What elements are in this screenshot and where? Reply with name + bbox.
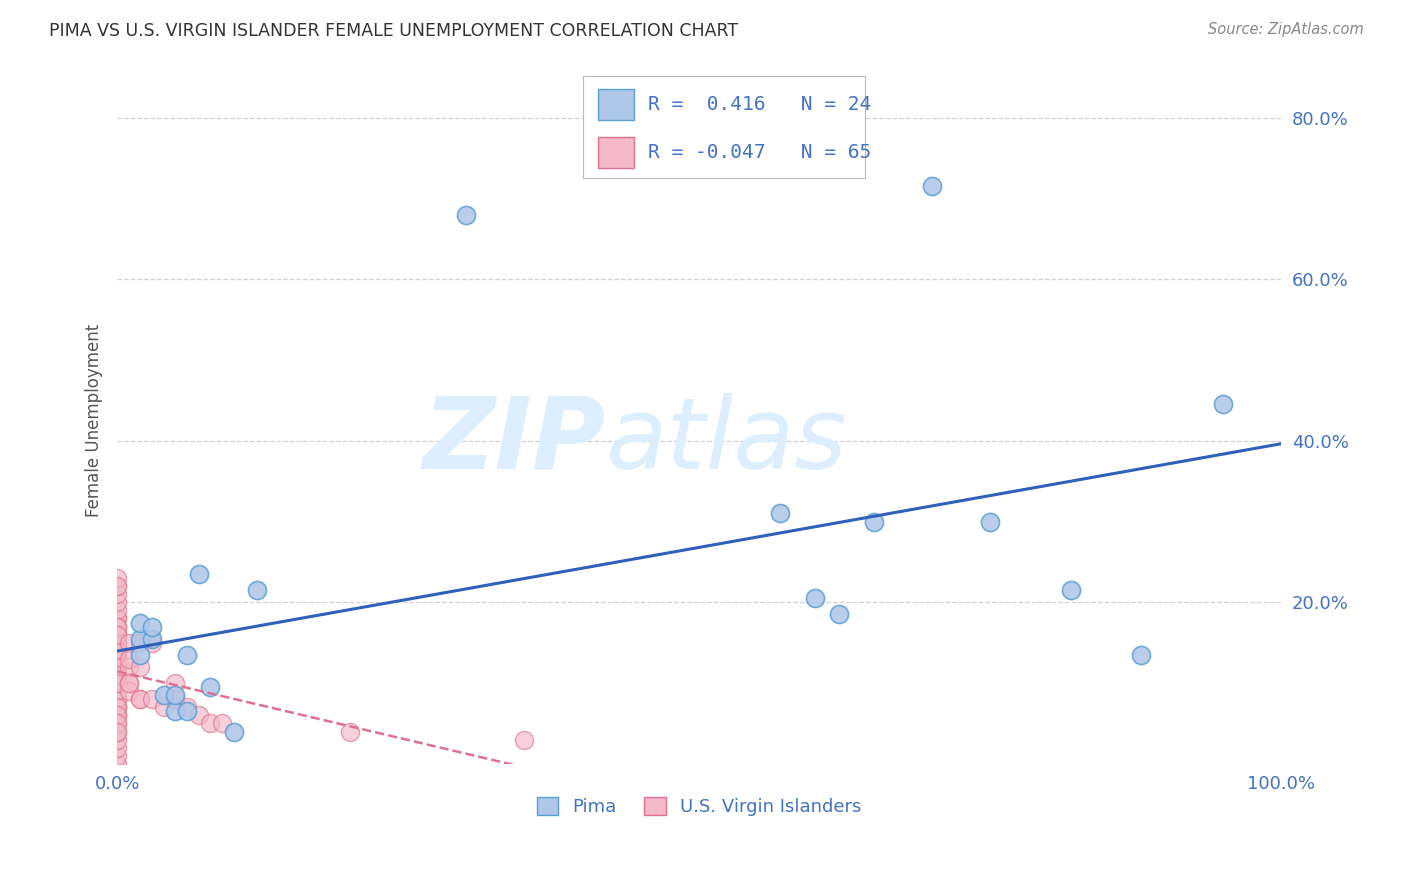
Point (222, 724, 245, 739)
Point (1130, 648, 1153, 662)
Point (105, 652, 128, 666)
Point (118, 684, 141, 698)
Point (105, 652, 128, 666)
Point (105, 660, 128, 674)
Point (176, 648, 198, 662)
Point (105, 603, 128, 617)
Point (827, 607, 849, 622)
Point (105, 636, 128, 650)
Point (105, 587, 128, 601)
Point (165, 692, 187, 706)
Point (1060, 583, 1083, 598)
Point (105, 748, 128, 763)
FancyBboxPatch shape (598, 89, 634, 120)
Point (105, 636, 128, 650)
Point (118, 636, 141, 650)
Point (105, 619, 128, 633)
Point (862, 515, 884, 529)
Point (176, 700, 198, 714)
Point (200, 716, 222, 731)
Point (769, 507, 792, 521)
Point (105, 708, 128, 723)
Point (105, 595, 128, 609)
Point (165, 704, 187, 718)
Point (105, 611, 128, 625)
Point (105, 724, 128, 739)
Point (152, 688, 174, 702)
Text: ZIP: ZIP (423, 392, 606, 490)
Point (105, 644, 128, 658)
Point (105, 579, 128, 593)
Point (152, 700, 174, 714)
Point (105, 644, 128, 658)
Point (129, 648, 152, 662)
Point (105, 716, 128, 731)
Point (105, 676, 128, 690)
Point (105, 668, 128, 682)
Point (129, 692, 152, 706)
Point (176, 704, 198, 718)
Legend: Pima, U.S. Virgin Islanders: Pima, U.S. Virgin Islanders (529, 789, 869, 823)
Point (105, 660, 128, 674)
Point (804, 591, 827, 606)
Point (129, 632, 152, 646)
Text: R = -0.047   N = 65: R = -0.047 N = 65 (648, 143, 872, 161)
Text: atlas: atlas (606, 392, 848, 490)
Point (118, 660, 141, 674)
Point (105, 627, 128, 641)
Point (165, 688, 187, 702)
Point (105, 619, 128, 633)
Point (456, 208, 478, 222)
Point (141, 692, 163, 706)
Point (129, 660, 152, 674)
Point (200, 680, 222, 694)
Point (246, 583, 269, 598)
Point (105, 627, 128, 641)
Point (105, 684, 128, 698)
Point (141, 619, 163, 633)
Point (105, 611, 128, 625)
Point (165, 676, 187, 690)
Point (105, 700, 128, 714)
Point (129, 636, 152, 650)
Point (979, 515, 1001, 529)
Point (105, 619, 128, 633)
Point (105, 668, 128, 682)
Text: PIMA VS U.S. VIRGIN ISLANDER FEMALE UNEMPLOYMENT CORRELATION CHART: PIMA VS U.S. VIRGIN ISLANDER FEMALE UNEM… (49, 22, 738, 40)
Point (105, 716, 128, 731)
Point (105, 708, 128, 723)
Point (105, 676, 128, 690)
Point (339, 724, 361, 739)
Point (105, 571, 128, 585)
Point (141, 636, 163, 650)
Text: Source: ZipAtlas.com: Source: ZipAtlas.com (1208, 22, 1364, 37)
Point (187, 708, 209, 723)
Y-axis label: Female Unemployment: Female Unemployment (86, 324, 103, 517)
Point (105, 756, 128, 771)
Point (118, 676, 141, 690)
Point (129, 692, 152, 706)
Point (105, 700, 128, 714)
Point (105, 692, 128, 706)
Point (211, 716, 233, 731)
Point (105, 732, 128, 747)
Text: R =  0.416   N = 24: R = 0.416 N = 24 (648, 95, 872, 113)
Point (105, 579, 128, 593)
Point (105, 644, 128, 658)
Point (513, 732, 536, 747)
Point (118, 652, 141, 666)
FancyBboxPatch shape (598, 137, 634, 168)
Point (105, 700, 128, 714)
Point (921, 179, 943, 194)
Point (141, 632, 163, 646)
Point (129, 615, 152, 630)
Point (118, 676, 141, 690)
Point (105, 724, 128, 739)
Point (105, 740, 128, 755)
Point (105, 708, 128, 723)
Point (1212, 397, 1234, 411)
Point (105, 692, 128, 706)
Point (187, 567, 209, 582)
Point (105, 627, 128, 641)
